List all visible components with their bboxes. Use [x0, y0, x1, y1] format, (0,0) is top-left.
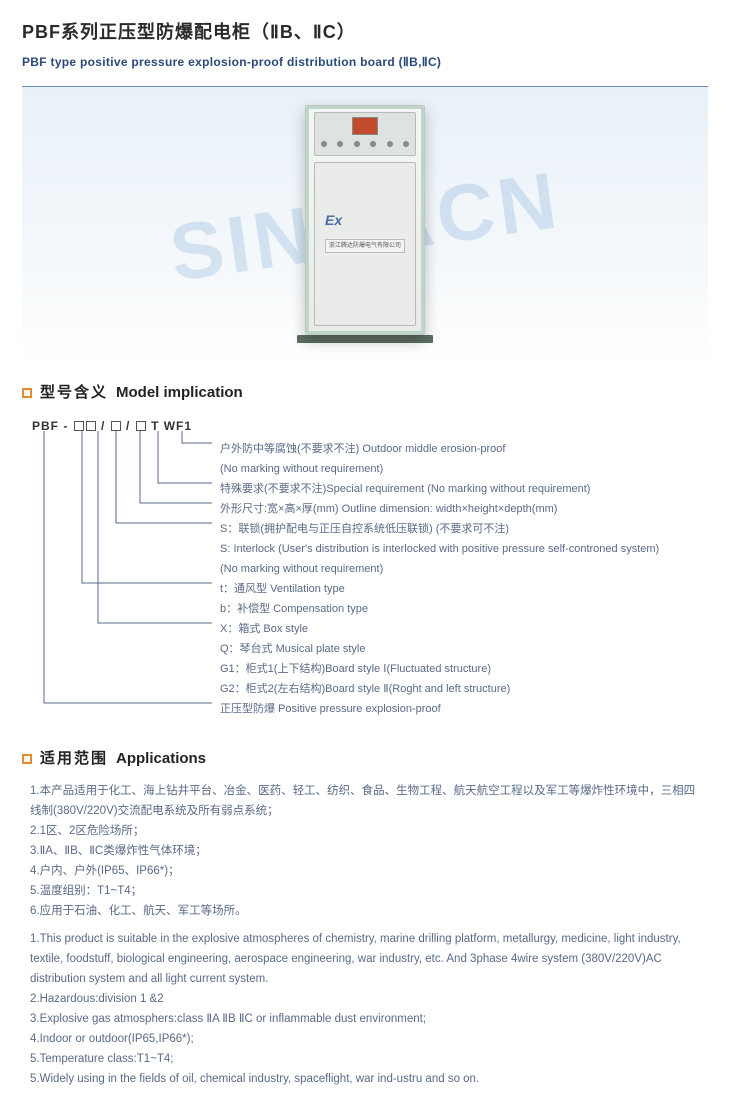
app-line: 2.Hazardous:division 1 &2	[30, 989, 700, 1009]
expl-line: t：通风型 Ventilation type	[220, 579, 720, 599]
app-line: 4.Indoor or outdoor(IP65,IP66*);	[30, 1029, 700, 1049]
code-box	[86, 421, 96, 431]
cabinet-body: Ex 浙江腾达防爆电气有限公司	[305, 105, 425, 335]
code-box	[136, 421, 146, 431]
cabinet-door: Ex 浙江腾达防爆电气有限公司	[314, 162, 416, 326]
expl-line: Q：琴台式 Musical plate style	[220, 639, 720, 659]
cabinet-button	[354, 141, 360, 147]
app-line: 2.1区、2区危险场所；	[30, 821, 700, 841]
section-title-en: Applications	[116, 747, 206, 771]
explanation-list: 户外防中等腐蚀(不要求不注) Outdoor middle erosion-pr…	[220, 439, 720, 719]
cabinet-button	[387, 141, 393, 147]
expl-line: S: Interlock (User's distribution is int…	[220, 539, 720, 559]
cabinet-illustration: Ex 浙江腾达防爆电气有限公司	[296, 105, 434, 345]
bullet-square-icon	[22, 754, 32, 764]
section-header-apps: 适用范围 Applications	[0, 733, 730, 777]
app-line: 5.Widely using in the fields of oil, che…	[30, 1069, 700, 1089]
expl-line: (No marking without requirement)	[220, 559, 720, 579]
app-line: 5.温度组别：T1~T4；	[30, 881, 700, 901]
spacer	[30, 921, 700, 929]
code-box	[111, 421, 121, 431]
app-line: 3.Explosive gas atmosphers:class ⅡA ⅡB Ⅱ…	[30, 1009, 700, 1029]
app-line: 1.This product is suitable in the explos…	[30, 929, 700, 989]
ex-mark: Ex	[325, 209, 342, 231]
bracket-diagram	[32, 431, 212, 731]
cabinet-button	[403, 141, 409, 147]
title-en: PBF type positive pressure explosion-pro…	[22, 53, 708, 72]
expl-line: G2：柜式2(左右结构)Board style Ⅱ(Roght and left…	[220, 679, 720, 699]
page: PBF系列正压型防爆配电柜（ⅡB、ⅡC） PBF type positive p…	[0, 0, 730, 1109]
expl-line: b：补偿型 Compensation type	[220, 599, 720, 619]
expl-line: G1：柜式1(上下结构)Board style Ⅰ(Fluctuated str…	[220, 659, 720, 679]
cabinet-base	[297, 335, 433, 343]
model-implication-area: PBF - / / T WF1	[0, 411, 730, 733]
expl-line: (No marking without requirement)	[220, 459, 720, 479]
product-image-area: SINDACN Ex 浙江腾达防爆电气有限公司	[22, 87, 708, 367]
expl-line: S：联锁(拥护配电与正压自控系统低压联锁) (不要求可不注)	[220, 519, 720, 539]
expl-line: 户外防中等腐蚀(不要求不注) Outdoor middle erosion-pr…	[220, 439, 720, 459]
bullet-square-icon	[22, 388, 32, 398]
app-line: 6.应用于石油、化工、航天、军工等场所。	[30, 901, 700, 921]
section-header-model: 型号含义 Model implication	[0, 367, 730, 411]
applications-block: 1.本产品适用于化工、海上钻井平台、冶金、医药、轻工、纺织、食品、生物工程、航天…	[0, 777, 730, 1109]
title-cn: PBF系列正压型防爆配电柜（ⅡB、ⅡC）	[22, 18, 708, 47]
code-box	[74, 421, 84, 431]
app-line: 1.本产品适用于化工、海上钻井平台、冶金、医药、轻工、纺织、食品、生物工程、航天…	[30, 781, 700, 821]
app-line: 5.Temperature class:T1~T4;	[30, 1049, 700, 1069]
section-title-cn: 适用范围	[40, 747, 108, 771]
expl-line: X：箱式 Box style	[220, 619, 720, 639]
cabinet-display	[352, 117, 378, 135]
expl-line: 正压型防爆 Positive pressure explosion-proof	[220, 699, 720, 719]
app-line: 4.户内、户外(IP65、IP66*)；	[30, 861, 700, 881]
cabinet-button	[337, 141, 343, 147]
cabinet-button	[370, 141, 376, 147]
cabinet-button	[321, 141, 327, 147]
section-title-en: Model implication	[116, 381, 243, 405]
cabinet-panel-top	[314, 112, 416, 156]
expl-line: 外形尺寸:宽×高×厚(mm) Outline dimension: width×…	[220, 499, 720, 519]
title-block: PBF系列正压型防爆配电柜（ⅡB、ⅡC） PBF type positive p…	[0, 0, 730, 78]
expl-line: 特殊要求(不要求不注)Special requirement (No marki…	[220, 479, 720, 499]
cabinet-label: 浙江腾达防爆电气有限公司	[325, 239, 405, 253]
section-title-cn: 型号含义	[40, 381, 108, 405]
cabinet-button-row	[321, 141, 409, 151]
app-line: 3.ⅡA、ⅡB、ⅡC类爆炸性气体环境；	[30, 841, 700, 861]
